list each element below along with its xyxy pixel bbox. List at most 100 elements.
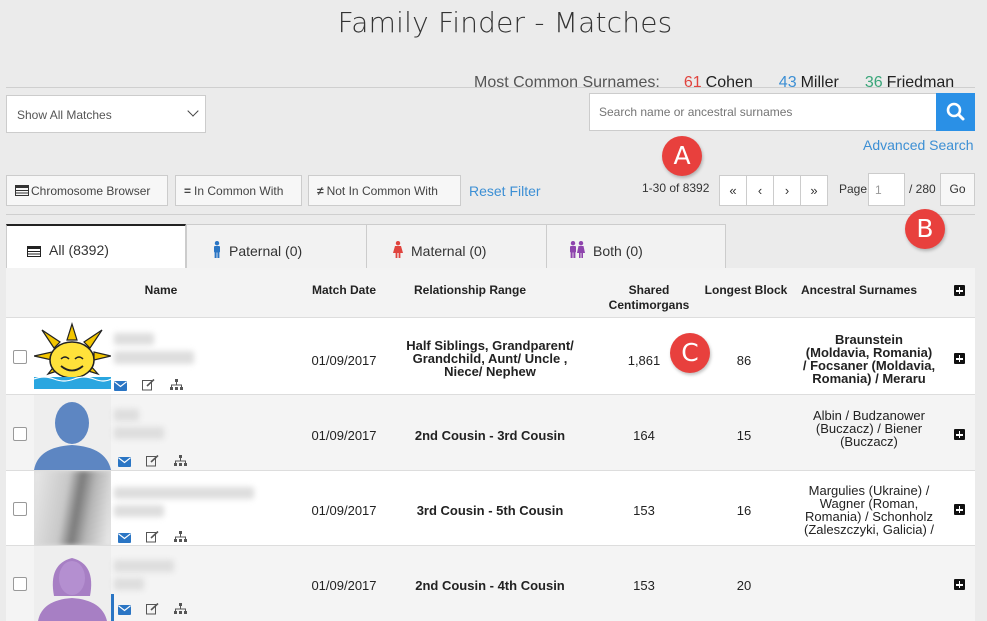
header-shared-cm-line2: Centimorgans	[608, 298, 690, 312]
blurred-name	[114, 487, 254, 499]
edit-note-icon[interactable]	[146, 530, 160, 543]
surname-link-miller[interactable]: Miller	[800, 74, 839, 91]
edit-note-icon[interactable]	[146, 454, 160, 467]
tab-all[interactable]: All (8392)	[6, 224, 186, 269]
longest-block: 20	[736, 578, 752, 593]
page-label: Page	[839, 182, 868, 196]
surname-count: 36	[864, 74, 883, 91]
ancestral-surnames: Margulies (Ukraine) / Wagner (Roman, Rom…	[794, 484, 944, 536]
header-match-date[interactable]: Match Date	[311, 283, 376, 297]
relationship-range: 2nd Cousin - 4th Cousin	[390, 579, 590, 592]
search-input[interactable]	[589, 93, 936, 131]
family-tree-icon[interactable]	[174, 603, 188, 615]
header-shared-cm[interactable]: Shared Centimorgans	[594, 283, 704, 313]
ancestral-line: Romania) / Schonholz	[805, 509, 933, 524]
search-button[interactable]	[936, 93, 975, 131]
row-checkbox[interactable]	[13, 350, 27, 364]
male-icon	[214, 241, 220, 258]
female-icon	[393, 241, 403, 258]
blurred-name	[114, 560, 174, 572]
header-relationship-range[interactable]: Relationship Range	[413, 283, 526, 297]
in-common-with-button[interactable]: = In Common With	[175, 175, 302, 206]
table-row[interactable]: 01/09/2017 2nd Cousin - 3rd Cousin 164 1…	[6, 395, 975, 471]
not-in-common-with-label: Not In Common With	[326, 184, 438, 198]
blurred-name	[114, 578, 144, 590]
avatar[interactable]	[34, 546, 111, 621]
first-page-button[interactable]: «	[719, 175, 747, 206]
longest-block: 16	[736, 503, 752, 518]
ancestral-line: (Buczacz)	[840, 434, 898, 449]
shared-cm: 1,861	[627, 353, 661, 368]
family-tree-icon[interactable]	[174, 531, 188, 543]
tab-both[interactable]: Both (0)	[546, 224, 726, 269]
tab-paternal[interactable]: Paternal (0)	[186, 224, 367, 269]
header-name[interactable]: Name	[144, 283, 178, 297]
family-tree-icon[interactable]	[170, 379, 184, 391]
ancestral-line: Romania) / Meraru	[812, 371, 926, 386]
surname-link-friedman[interactable]: Friedman	[886, 74, 955, 91]
table-row[interactable]: 01/09/2017 3rd Cousin - 5th Cousin 153 1…	[6, 471, 975, 546]
row-checkbox[interactable]	[13, 427, 27, 441]
email-icon[interactable]	[118, 532, 132, 544]
avatar[interactable]	[34, 395, 111, 470]
photo-avatar	[34, 471, 111, 545]
selection-indicator	[111, 594, 114, 621]
ancestral-surnames: Braunstein (Moldavia, Romania) / Focsane…	[794, 333, 944, 385]
family-tree-icon[interactable]	[174, 455, 188, 467]
row-checkbox[interactable]	[13, 577, 27, 591]
chromosome-browser-button[interactable]: Chromosome Browser	[6, 175, 168, 206]
table-row[interactable]: 01/09/2017 Half Siblings, Grandparent/ G…	[6, 319, 975, 395]
email-icon[interactable]	[118, 604, 132, 616]
surnames-label: Most Common Surnames:	[474, 74, 660, 91]
match-date: 01/09/2017	[311, 428, 377, 443]
expand-row-icon[interactable]	[954, 579, 965, 590]
annotation-marker-a: A	[662, 136, 702, 176]
in-common-with-label: In Common With	[194, 184, 284, 198]
page-title: Family Finder - Matches	[337, 6, 673, 39]
surname-link-cohen[interactable]: Cohen	[705, 74, 753, 91]
divider	[6, 87, 975, 88]
tab-all-label: All (8392)	[49, 242, 109, 258]
longest-block: 15	[736, 428, 752, 443]
shared-cm: 153	[633, 578, 655, 593]
email-icon[interactable]	[118, 456, 132, 468]
tab-both-label: Both (0)	[593, 243, 643, 259]
expand-row-icon[interactable]	[954, 353, 965, 364]
relationship-line: 2nd Cousin - 4th Cousin	[415, 578, 565, 593]
last-page-button[interactable]: »	[800, 175, 828, 206]
relationship-range: 3rd Cousin - 5th Cousin	[390, 504, 590, 517]
row-checkbox[interactable]	[13, 502, 27, 516]
surname-count: 43	[778, 74, 797, 91]
go-button[interactable]: Go	[940, 173, 975, 206]
row-actions	[114, 378, 198, 394]
expand-row-icon[interactable]	[954, 429, 965, 440]
ancestral-line: Margulies (Ukraine) /	[808, 483, 930, 498]
email-icon[interactable]	[114, 380, 128, 392]
avatar[interactable]	[34, 322, 111, 389]
table-row[interactable]: 01/09/2017 2nd Cousin - 4th Cousin 153 2…	[6, 546, 975, 621]
relationship-line: 2nd Cousin - 3rd Cousin	[414, 428, 566, 443]
blurred-name	[114, 351, 194, 364]
page-number-input[interactable]: 1	[868, 173, 905, 206]
match-filter-select[interactable]: Show All Matches	[6, 95, 206, 133]
header-ancestral-surnames[interactable]: Ancestral Surnames	[800, 283, 918, 297]
not-in-common-with-button[interactable]: ≠ Not In Common With	[308, 175, 461, 206]
tab-paternal-label: Paternal (0)	[229, 243, 303, 259]
chevron-down-icon	[187, 105, 199, 117]
ancestral-line: (Zaleszczyki, Galicia) /	[803, 522, 935, 537]
advanced-search-link[interactable]: Advanced Search	[863, 137, 974, 153]
relationship-range: 2nd Cousin - 3rd Cousin	[390, 429, 590, 442]
edit-note-icon[interactable]	[146, 602, 160, 615]
next-page-button[interactable]: ›	[773, 175, 801, 206]
tab-maternal[interactable]: Maternal (0)	[366, 224, 547, 269]
relationship-line: Grandchild, Aunt/ Uncle ,	[412, 351, 568, 366]
prev-page-button[interactable]: ‹	[746, 175, 774, 206]
expand-row-icon[interactable]	[954, 504, 965, 515]
row-actions	[118, 454, 202, 470]
reset-filter-link[interactable]: Reset Filter	[469, 183, 541, 199]
header-longest-block[interactable]: Longest Block	[704, 283, 788, 297]
ancestral-line: (Buczacz) / Biener	[815, 421, 923, 436]
expand-all-icon[interactable]	[954, 285, 965, 296]
avatar[interactable]	[34, 471, 111, 545]
edit-note-icon[interactable]	[142, 378, 156, 391]
